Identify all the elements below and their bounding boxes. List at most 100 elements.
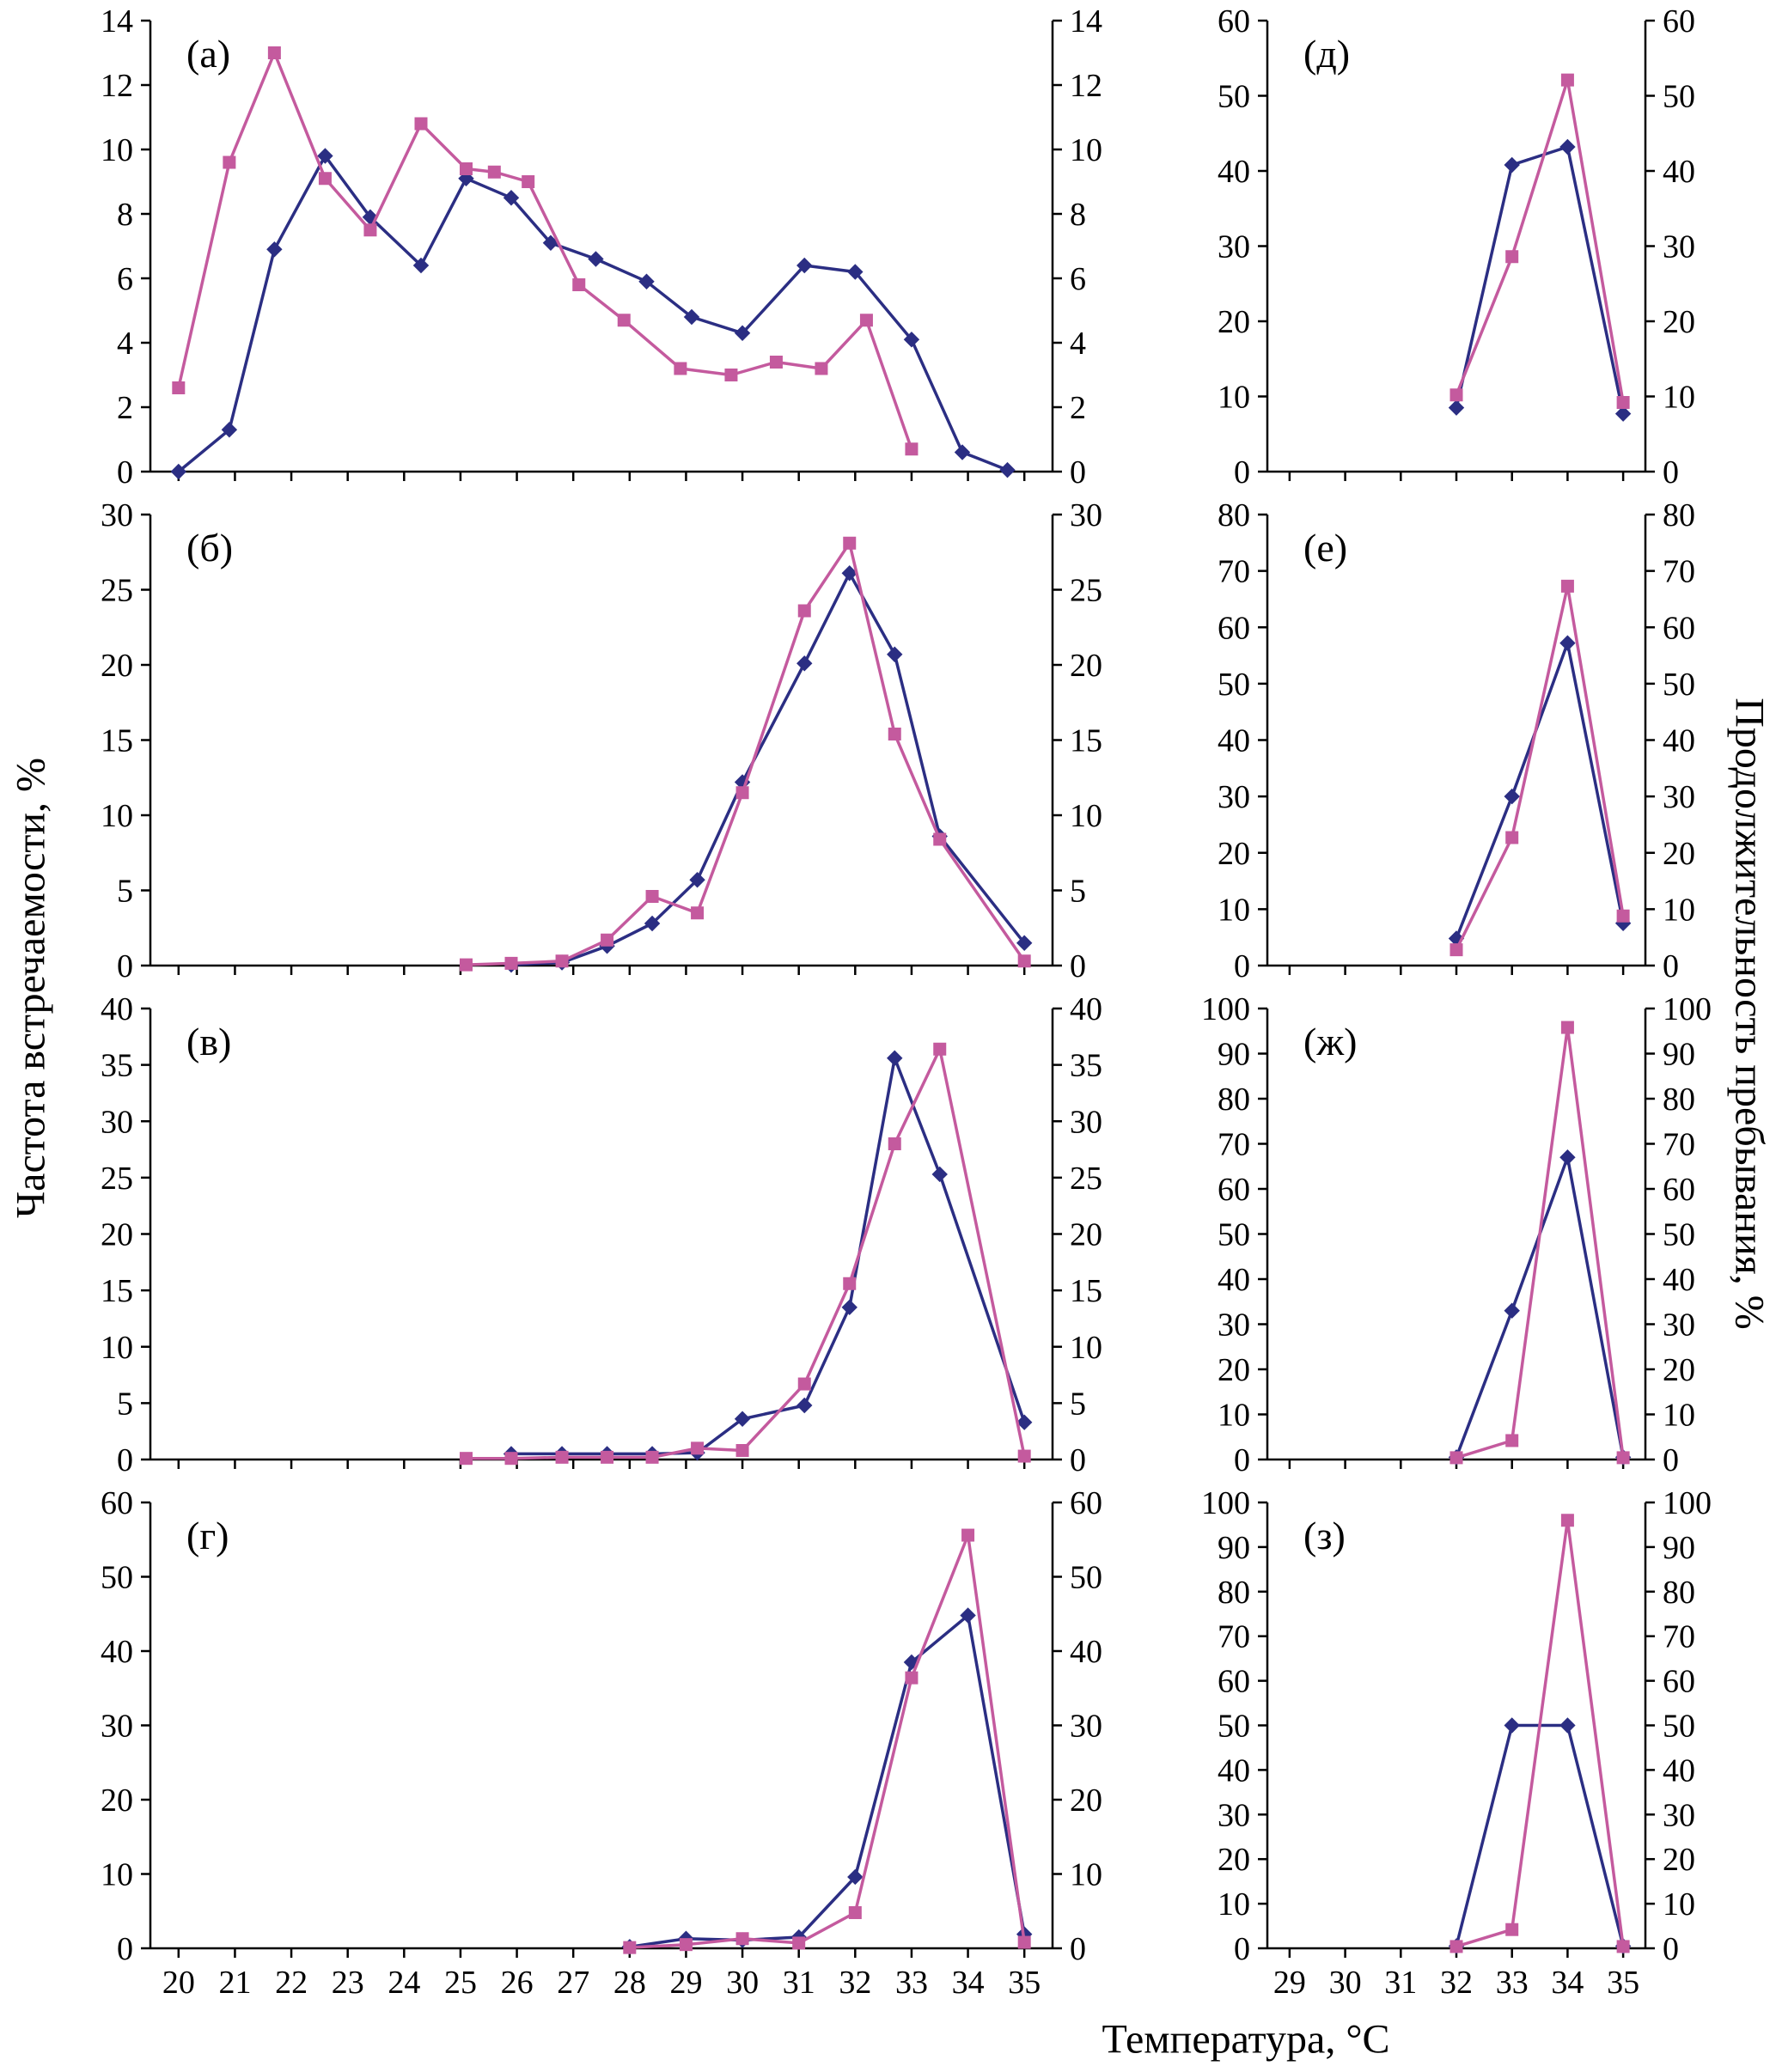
svg-text:8: 8 — [117, 197, 133, 233]
svg-text:20: 20 — [1663, 1842, 1695, 1878]
svg-text:80: 80 — [1218, 1082, 1250, 1118]
svg-text:0: 0 — [117, 454, 133, 491]
svg-text:50: 50 — [1070, 1560, 1102, 1596]
svg-text:26: 26 — [501, 1965, 534, 2001]
svg-text:40: 40 — [101, 993, 133, 1027]
panel-letter: (ж) — [1303, 1020, 1357, 1063]
svg-text:33: 33 — [895, 1965, 928, 2001]
svg-text:50: 50 — [101, 1560, 133, 1596]
svg-text:60: 60 — [1218, 1172, 1250, 1208]
svg-text:30: 30 — [101, 1709, 133, 1745]
svg-text:50: 50 — [1218, 79, 1250, 115]
svg-text:10: 10 — [1663, 892, 1695, 928]
svg-text:0: 0 — [1234, 454, 1250, 491]
svg-text:100: 100 — [1201, 993, 1250, 1027]
svg-text:10: 10 — [1070, 1330, 1102, 1366]
svg-text:14: 14 — [101, 5, 133, 40]
svg-text:100: 100 — [1201, 1487, 1250, 1521]
svg-text:70: 70 — [1218, 1619, 1250, 1655]
svg-text:4: 4 — [1070, 326, 1086, 362]
chart-svg: 0 0 5 5 10 10 15 15 20 20 25 25 30 30 35 35 40 40 (в) — [101, 993, 1102, 1478]
svg-text:10: 10 — [101, 1330, 133, 1366]
svg-text:30: 30 — [1218, 1797, 1250, 1833]
svg-text:6: 6 — [117, 261, 133, 297]
svg-text:5: 5 — [1070, 1386, 1086, 1422]
svg-text:31: 31 — [1384, 1965, 1417, 2001]
svg-text:80: 80 — [1218, 499, 1250, 533]
svg-text:35: 35 — [1008, 1965, 1041, 2001]
svg-text:29: 29 — [1273, 1965, 1306, 2001]
svg-text:0: 0 — [1234, 1931, 1250, 1967]
panel-z-chart: 0 0 10 10 20 20 30 30 40 40 50 50 60 60 70 70 80 80 90 90 10… — [1177, 1487, 1727, 2024]
svg-text:30: 30 — [1218, 1307, 1250, 1344]
svg-text:25: 25 — [101, 573, 133, 609]
svg-text:50: 50 — [1218, 1709, 1250, 1745]
chart-svg: 0 0 2 2 4 4 6 6 8 8 10 10 12 12 14 14 (а) — [101, 5, 1102, 491]
svg-text:70: 70 — [1663, 1127, 1695, 1163]
svg-text:0: 0 — [1070, 1931, 1086, 1967]
panel-letter: (з) — [1303, 1514, 1346, 1557]
svg-text:0: 0 — [117, 1442, 133, 1478]
svg-text:21: 21 — [218, 1965, 251, 2001]
svg-text:0: 0 — [1070, 1442, 1086, 1478]
svg-text:30: 30 — [101, 1104, 133, 1140]
svg-text:10: 10 — [1070, 798, 1102, 834]
svg-text:10: 10 — [1663, 1886, 1695, 1923]
svg-text:40: 40 — [1663, 154, 1695, 190]
svg-text:10: 10 — [101, 1857, 133, 1893]
chart-svg: 0 0 10 10 20 20 30 30 40 40 50 50 60 60 70 70 80 80 90 90 10… — [1201, 993, 1712, 1478]
svg-text:2: 2 — [1070, 390, 1086, 426]
svg-text:40: 40 — [1218, 1262, 1250, 1298]
svg-text:70: 70 — [1663, 1619, 1695, 1655]
svg-text:28: 28 — [613, 1965, 646, 2001]
svg-text:80: 80 — [1663, 1082, 1695, 1118]
svg-text:20: 20 — [1070, 1783, 1102, 1819]
svg-text:40: 40 — [1663, 1262, 1695, 1298]
svg-text:60: 60 — [1218, 5, 1250, 40]
svg-text:20: 20 — [1218, 1842, 1250, 1878]
panel-letter: (а) — [186, 32, 230, 76]
x-axis-label: Температура, °C — [1102, 2016, 1390, 2063]
svg-text:0: 0 — [1234, 1442, 1250, 1478]
svg-text:25: 25 — [1070, 573, 1102, 609]
svg-text:32: 32 — [1440, 1965, 1473, 2001]
svg-text:22: 22 — [275, 1965, 308, 2001]
svg-text:20: 20 — [1218, 1352, 1250, 1388]
svg-text:30: 30 — [101, 499, 133, 533]
svg-text:24: 24 — [388, 1965, 420, 2001]
panel-b-chart: 0 0 5 5 10 10 15 15 20 20 25 25 30 30 (б) — [60, 499, 1143, 993]
svg-text:0: 0 — [1663, 454, 1679, 491]
panel-a-chart: 0 0 2 2 4 4 6 6 8 8 10 10 12 12 14 14 (а) — [60, 5, 1143, 499]
svg-text:12: 12 — [1070, 68, 1102, 104]
svg-text:0: 0 — [117, 1931, 133, 1967]
svg-text:10: 10 — [1218, 380, 1250, 416]
svg-text:50: 50 — [1218, 1217, 1250, 1253]
svg-text:15: 15 — [1070, 723, 1102, 759]
svg-text:33: 33 — [1496, 1965, 1529, 2001]
svg-text:14: 14 — [1070, 5, 1102, 40]
panel-letter: (г) — [186, 1514, 229, 1557]
svg-text:30: 30 — [1218, 229, 1250, 265]
svg-text:30: 30 — [1663, 779, 1695, 815]
svg-text:10: 10 — [1218, 1886, 1250, 1923]
svg-text:10: 10 — [1218, 892, 1250, 928]
svg-text:10: 10 — [1218, 1398, 1250, 1434]
svg-text:40: 40 — [1218, 154, 1250, 190]
panel-zh-chart: 0 0 10 10 20 20 30 30 40 40 50 50 60 60 70 70 80 80 90 90 10… — [1177, 993, 1727, 1487]
svg-text:50: 50 — [1663, 79, 1695, 115]
svg-text:29: 29 — [669, 1965, 702, 2001]
svg-text:15: 15 — [101, 1273, 133, 1309]
svg-text:4: 4 — [117, 326, 133, 362]
svg-text:2: 2 — [117, 390, 133, 426]
panel-letter: (е) — [1303, 526, 1347, 570]
panel-grid: 0 0 2 2 4 4 6 6 8 8 10 10 12 12 14 14 (а) 0 0 10 10 20 20 30 30… — [60, 5, 1727, 2024]
svg-text:12: 12 — [101, 68, 133, 104]
y-axis-label-right: Продолжительность пребывания, % — [1726, 698, 1773, 1330]
chart-svg: 0 0 10 10 20 20 30 30 40 40 50 50 60 60 20 21 22 23 24 25 26… — [101, 1487, 1102, 2001]
svg-text:90: 90 — [1218, 1530, 1250, 1566]
svg-text:30: 30 — [1329, 1965, 1362, 2001]
svg-text:5: 5 — [117, 1386, 133, 1422]
svg-text:25: 25 — [1070, 1161, 1102, 1197]
svg-text:60: 60 — [1663, 5, 1695, 40]
svg-text:90: 90 — [1663, 1037, 1695, 1073]
